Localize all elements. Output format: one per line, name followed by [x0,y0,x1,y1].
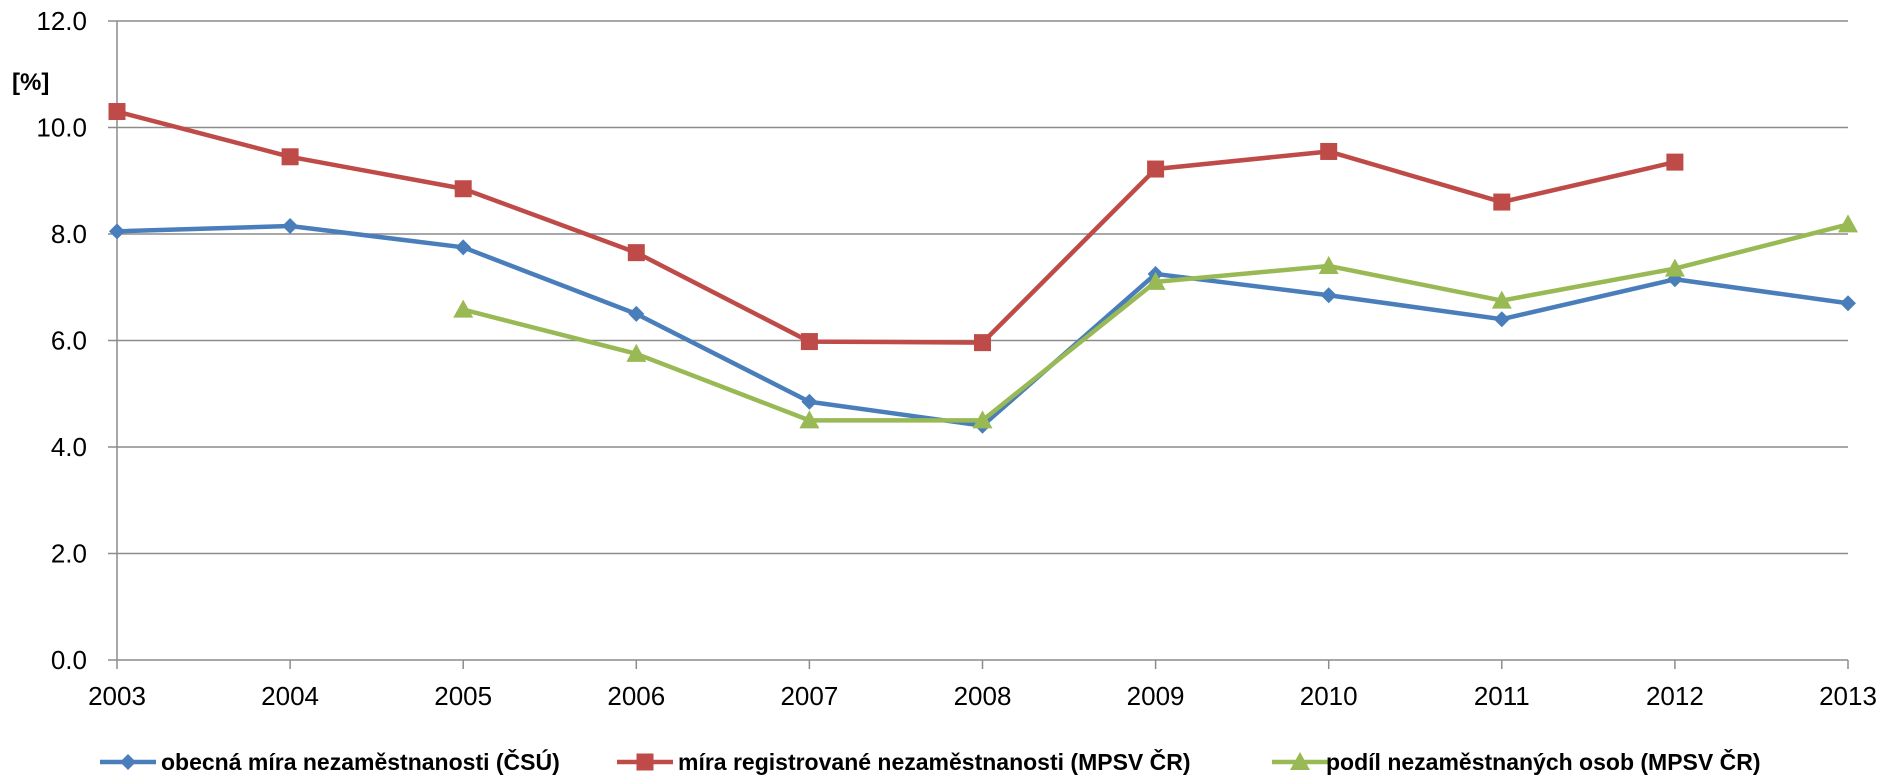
data-point [1147,160,1165,178]
y-tick-label: 8.0 [51,219,87,249]
series-3 [453,214,1858,429]
data-point [281,148,299,166]
legend-marker [1290,752,1310,770]
data-point [1666,153,1684,171]
y-tick-label: 2.0 [51,539,87,569]
legend-item: obecná míra nezaměstnanosti (ČSÚ) [100,748,560,775]
series-line [116,109,1676,345]
x-tick-label: 2010 [1300,681,1358,711]
data-point [1493,193,1511,211]
y-tick-labels: 0.0 2.0 4.0 6.0 8.0 10.0 12.0 [36,6,87,675]
data-point [1320,287,1337,304]
legend-item: míra registrované nezaměstnanosti (MPSV … [617,748,1191,775]
x-tick-labels: 2003 2004 2005 2006 2007 2008 2009 2010 2011 2012… [88,681,1877,711]
data-point [109,223,125,240]
y-tick-label: 12.0 [36,6,87,36]
data-point [108,103,126,121]
data-point [1493,311,1510,328]
legend-marker [120,754,136,770]
y-tick-label: 10.0 [36,113,87,143]
x-tick-label: 2013 [1819,681,1877,711]
x-tick-label: 2006 [607,681,665,711]
gridlines [117,20,1848,555]
data-point [627,244,645,262]
data-point [799,410,820,429]
data-point [1320,142,1338,160]
x-tick-label: 2011 [1474,681,1530,711]
data-point [1838,214,1858,233]
data-point [800,333,818,351]
series-2 [108,103,1684,352]
x-tick-label: 2005 [434,681,492,711]
legend-marker [636,753,654,771]
data-point [974,334,991,352]
legend-item: podíl nezaměstnaných osob (MPSV ČR) [1272,748,1761,775]
data-point [1840,295,1856,312]
data-point [628,305,645,322]
y-tick-label: 4.0 [51,432,87,462]
data-point [972,410,993,429]
legend-label: obecná míra nezaměstnanosti (ČSÚ) [161,748,560,775]
data-point [454,180,472,198]
legend-label: podíl nezaměstnaných osob (MPSV ČR) [1326,748,1761,775]
data-point [455,239,472,256]
legend-label: míra registrované nezaměstnanosti (MPSV … [678,748,1191,775]
series-lines [108,103,1858,434]
x-tick-label: 2008 [954,681,1012,711]
data-point [282,218,299,235]
x-tick-label: 2003 [88,681,146,711]
series-line [462,222,1849,423]
y-tick-label: 6.0 [51,326,87,356]
legend: obecná míra nezaměstnanosti (ČSÚ) míra re… [100,748,1761,775]
data-point [1318,255,1339,274]
x-tick-label: 2012 [1646,681,1704,711]
axes [108,20,1849,669]
data-point [1491,290,1512,309]
data-point [1145,271,1166,290]
series-1 [109,218,1856,434]
x-tick-label: 2007 [780,681,838,711]
y-axis-label: [%] [12,69,49,96]
data-point [801,393,818,410]
data-point [1664,258,1685,277]
data-point [453,299,474,318]
data-point [626,343,647,362]
x-tick-label: 2009 [1127,681,1185,711]
x-tick-label: 2004 [261,681,319,711]
series-line [116,223,1849,428]
y-tick-label: 0.0 [51,645,87,675]
